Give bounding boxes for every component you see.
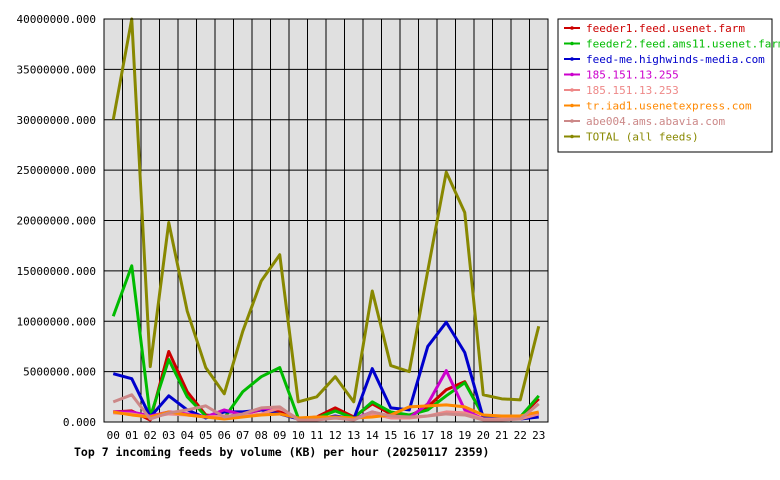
x-tick-label: 00 [107, 429, 120, 442]
x-tick-label: 20 [477, 429, 490, 442]
x-tick-label: 19 [458, 429, 471, 442]
x-tick-label: 21 [495, 429, 508, 442]
chart-title: Top 7 incoming feeds by volume (KB) per … [74, 445, 489, 459]
x-tick-label: 17 [421, 429, 434, 442]
x-tick-label: 03 [162, 429, 175, 442]
legend-label: abe004.ams.abavia.com [586, 115, 725, 128]
legend: feeder1.feed.usenet.farm feeder2.feed.ams… [557, 18, 780, 153]
x-tick-label: 01 [125, 429, 138, 442]
series-lines [111, 17, 541, 422]
x-tick-label: 04 [181, 429, 195, 442]
x-tick-label: 18 [440, 429, 453, 442]
x-tick-label: 08 [255, 429, 268, 442]
legend-marker [570, 41, 574, 46]
legend-label: tr.iad1.usenetexpress.com [586, 100, 752, 113]
y-tick-label: 25000000.000 [17, 164, 96, 177]
x-tick-label: 14 [366, 429, 380, 442]
y-tick-label: 40000000.000 [17, 13, 96, 26]
legend-marker [570, 88, 574, 92]
y-tick-label: 5000000.000 [23, 366, 96, 379]
x-tick-label: 05 [199, 429, 212, 442]
x-tick-label: 23 [532, 429, 545, 442]
legend-marker [570, 26, 574, 30]
series-line-6 [112, 393, 540, 422]
series-line-5 [113, 403, 540, 421]
legend-marker [570, 103, 574, 108]
legend-label: TOTAL (all feeds) [586, 131, 699, 144]
legend-label: 185.151.13.255 [586, 69, 679, 82]
x-tick-label: 11 [310, 429, 323, 442]
y-axis-ticks: 0.000 5000000.000 10000000.000 15000000.000… [17, 13, 96, 429]
legend-marker [570, 134, 574, 139]
legend-label: feed-me.highwinds-media.com [586, 53, 765, 66]
series-line-7 [111, 17, 541, 404]
x-tick-label: 15 [384, 429, 397, 442]
y-tick-label: 0.000 [63, 416, 96, 429]
y-tick-label: 15000000.000 [17, 265, 96, 278]
legend-box [557, 18, 773, 153]
x-tick-label: 12 [329, 429, 342, 442]
x-axis-ticks: 00 01 02 03 04 05 06 07 08 09 10 11 12 13 14 15 16 17 18 19… [107, 429, 546, 442]
series-line-1 [111, 264, 540, 420]
x-tick-label: 10 [292, 429, 305, 442]
x-tick-label: 09 [273, 429, 286, 442]
legend-marker [570, 72, 574, 77]
legend-label: feeder2.feed.ams11.usenet.farm [586, 38, 780, 51]
y-tick-label: 30000000.000 [17, 114, 96, 127]
legend-marker [570, 119, 574, 123]
x-tick-label: 07 [236, 429, 249, 442]
legend-label: feeder1.feed.usenet.farm [586, 22, 745, 35]
x-tick-label: 06 [218, 429, 231, 442]
legend-label: 185.151.13.253 [586, 84, 679, 97]
x-tick-label: 16 [403, 429, 416, 442]
x-tick-label: 22 [514, 429, 527, 442]
legend-marker [570, 57, 574, 61]
plot-border [103, 18, 549, 423]
y-tick-label: 20000000.000 [17, 215, 96, 228]
y-tick-label: 10000000.000 [17, 315, 96, 328]
x-tick-label: 02 [144, 429, 157, 442]
y-tick-label: 35000000.000 [17, 63, 96, 76]
x-tick-label: 13 [347, 429, 360, 442]
